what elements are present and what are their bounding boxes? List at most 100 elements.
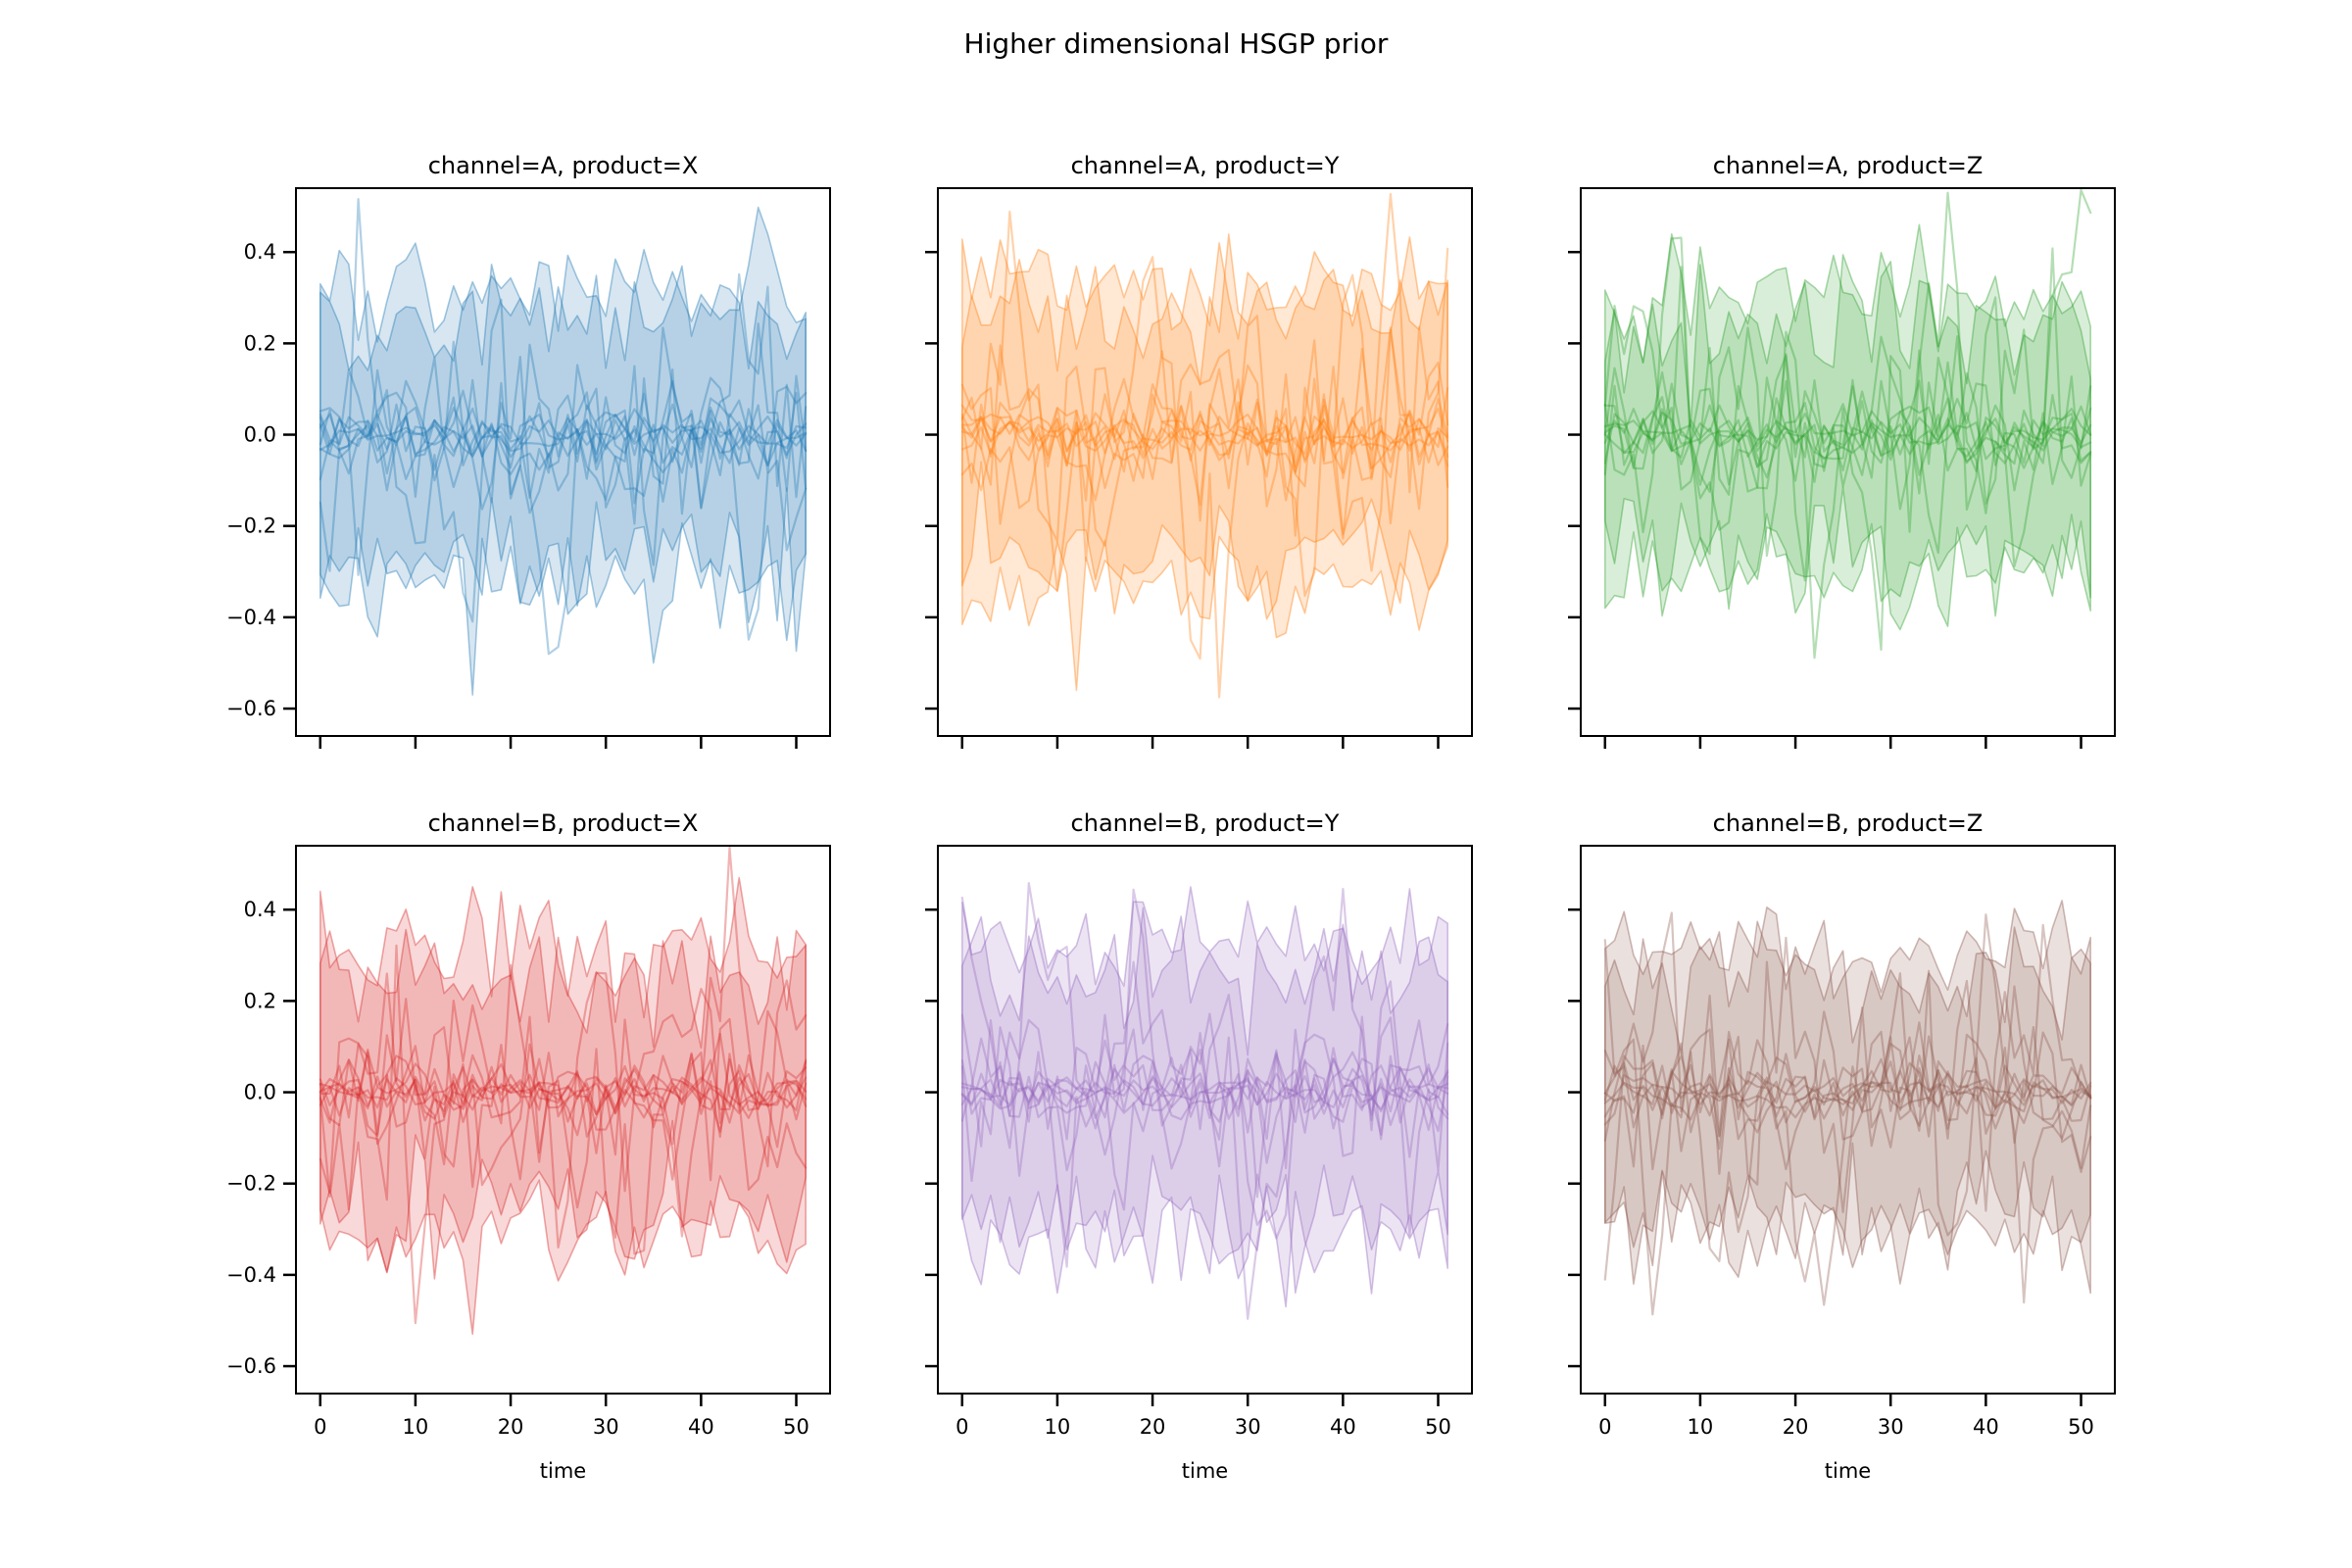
sample-line — [318, 391, 808, 503]
sample-line — [960, 1057, 1449, 1127]
sample-line — [960, 1060, 1449, 1123]
hdi-band — [1604, 921, 2091, 1271]
plot-area — [318, 846, 808, 1336]
subplot-title: channel=A, product=X — [428, 152, 699, 179]
hdi-band — [319, 207, 807, 696]
axes-spines — [937, 187, 1473, 737]
y-tick-label: 0.0 — [244, 1081, 276, 1104]
sample-line — [318, 971, 808, 1249]
axes-spines — [295, 845, 831, 1395]
x-tick-label: 20 — [1140, 1415, 1166, 1439]
x-tick-label: 10 — [403, 1415, 429, 1439]
x-tick-label: 50 — [1425, 1415, 1451, 1439]
x-tick-label: 50 — [783, 1415, 809, 1439]
plot-area — [960, 882, 1449, 1320]
sample-line — [960, 888, 1449, 1320]
x-tick-label: 0 — [956, 1415, 968, 1439]
y-tick-label: −0.4 — [226, 606, 276, 629]
hdi-band — [1604, 900, 2091, 1294]
hdi-band-edge — [961, 233, 1448, 620]
subplot-title: channel=B, product=Y — [1071, 809, 1340, 837]
subplot-channel-B-product-Z: 0 10 20 30 40 50 channel=B, product=Z time — [1568, 809, 2116, 1483]
sample-line — [960, 405, 1449, 467]
x-tick-label: 40 — [1330, 1415, 1356, 1439]
hdi-band-edge — [1604, 920, 2091, 1272]
hdi-band — [1604, 254, 2091, 630]
sample-line — [318, 404, 808, 464]
hdi-band — [961, 236, 1448, 691]
x-axis-label: time — [1182, 1459, 1228, 1483]
y-tick-label: −0.6 — [226, 1354, 276, 1378]
sample-line — [318, 1067, 808, 1115]
sample-line — [318, 413, 808, 465]
plot-area — [1603, 900, 2092, 1316]
subplot-channel-A-product-Z: channel=A, product=Z — [1568, 152, 2116, 749]
x-tick-label: 10 — [1688, 1415, 1714, 1439]
sample-line — [1603, 1050, 2092, 1138]
x-tick-label: 40 — [1973, 1415, 1999, 1439]
sample-line — [1603, 923, 2092, 1316]
sample-line — [318, 1051, 808, 1131]
hdi-band-edge — [319, 206, 807, 696]
sample-line — [960, 192, 1449, 547]
sample-line — [960, 1063, 1449, 1118]
x-axis-label: time — [1825, 1459, 1871, 1483]
sample-line — [960, 1012, 1449, 1211]
sample-line — [318, 1052, 808, 1124]
x-tick-label: 50 — [2068, 1415, 2094, 1439]
sample-line — [1603, 985, 2092, 1152]
x-tick-label: 10 — [1045, 1415, 1071, 1439]
x-tick-label: 30 — [1235, 1415, 1261, 1439]
sample-line — [1603, 404, 2092, 483]
plot-area — [960, 192, 1449, 699]
y-tick-label: 0.2 — [244, 989, 276, 1012]
x-tick-label: 20 — [1783, 1415, 1809, 1439]
sample-line — [1603, 1026, 2092, 1148]
x-tick-label: 30 — [593, 1415, 619, 1439]
y-tick-label: −0.6 — [226, 697, 276, 720]
sample-line — [318, 1015, 808, 1166]
hdi-band-edge — [961, 236, 1448, 692]
y-tick-label: −0.2 — [226, 514, 276, 538]
hdi-band-edge — [319, 928, 807, 1280]
sample-line — [318, 391, 808, 481]
hdi-band-edge — [961, 906, 1448, 1295]
axes-spines — [1580, 845, 2116, 1395]
x-tick-label: 0 — [314, 1415, 326, 1439]
hdi-band — [961, 907, 1448, 1295]
y-tick-label: 0.4 — [244, 240, 276, 264]
sample-line — [960, 210, 1449, 699]
sample-line — [318, 416, 808, 458]
sample-line — [318, 340, 808, 656]
sample-line — [1603, 188, 2092, 660]
subplot-title: channel=A, product=Z — [1713, 152, 1984, 179]
axes-spines — [937, 845, 1473, 1395]
hdi-band — [319, 264, 807, 652]
x-tick-label: 30 — [1878, 1415, 1904, 1439]
hdi-band-edge — [1604, 223, 2091, 627]
subplot-channel-A-product-Y: channel=A, product=Y — [925, 152, 1473, 749]
sample-line — [960, 1037, 1449, 1172]
hdi-band — [961, 886, 1448, 1307]
sample-line — [1603, 384, 2092, 476]
subplot-title: channel=A, product=Y — [1071, 152, 1340, 179]
sample-line — [318, 1032, 808, 1149]
sample-line — [318, 198, 808, 623]
sample-line — [1603, 1064, 2092, 1124]
y-tick-label: −0.2 — [226, 1172, 276, 1196]
hdi-band-edge — [319, 264, 807, 653]
sample-line — [318, 322, 808, 576]
sample-line — [960, 398, 1449, 468]
sample-line — [1603, 379, 2092, 493]
sample-line — [960, 882, 1449, 1240]
sample-line — [960, 393, 1449, 480]
figure-title: Higher dimensional HSGP prior — [963, 27, 1389, 60]
axes-spines — [1580, 187, 2116, 737]
hdi-band — [319, 877, 807, 1335]
sample-line — [318, 408, 808, 469]
sample-line — [318, 1009, 808, 1187]
subplot-title: channel=B, product=Z — [1713, 809, 1984, 837]
sample-line — [1603, 247, 2092, 582]
